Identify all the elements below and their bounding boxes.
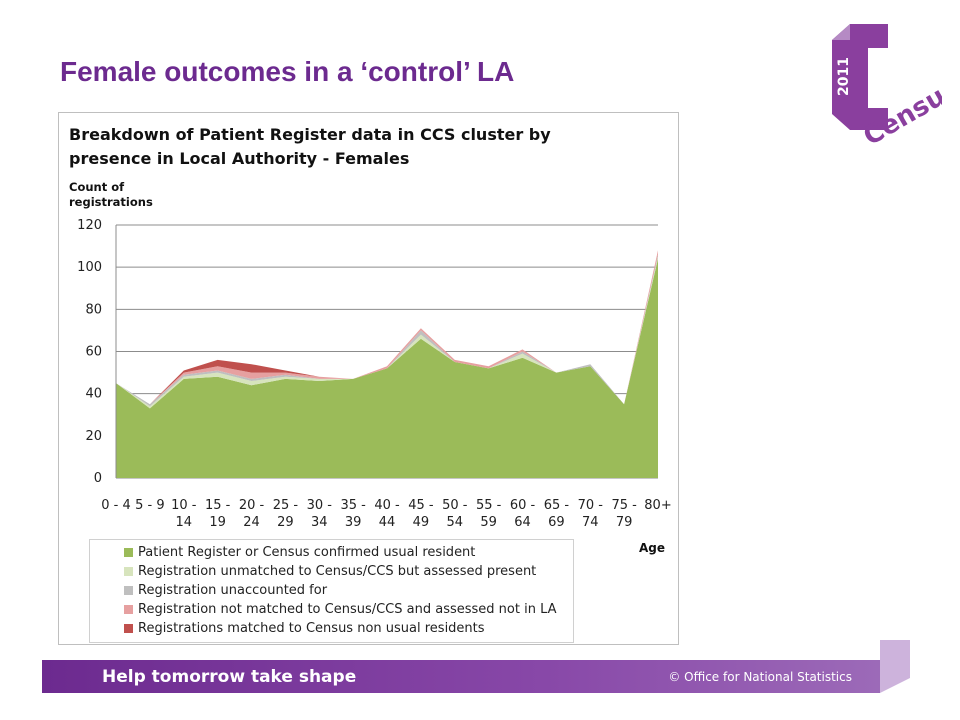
footer-slogan: Help tomorrow take shape: [102, 667, 357, 687]
legend-label: Registration unmatched to Census/CCS but…: [138, 564, 537, 579]
legend-label: Registrations matched to Census non usua…: [138, 621, 485, 636]
x-tick-label-8-line-2: 39: [345, 515, 362, 530]
legend-swatch-confirmed-resident: [124, 548, 133, 557]
legend-swatch-non-usual-residents: [124, 624, 133, 633]
legend-item-unaccounted: Registration unaccounted for: [124, 581, 573, 600]
x-tick-label-16-line-2: 79: [616, 515, 633, 530]
x-tick-label-16: 75 -: [611, 498, 637, 513]
x-tick-label-3: 10 -: [171, 498, 197, 513]
x-tick-label-15-line-2: 74: [582, 515, 599, 530]
x-tick-label-7: 30 -: [307, 498, 333, 513]
x-tick-label-14: 65 -: [544, 498, 570, 513]
y-tick-label-20: 20: [85, 429, 102, 444]
y-tick-label-100: 100: [77, 260, 102, 275]
x-tick-label-4: 15 -: [205, 498, 231, 513]
legend-swatch-unaccounted: [124, 586, 133, 595]
area-series-5: [116, 250, 658, 405]
footer-copyright: © Office for National Statistics: [668, 670, 852, 684]
x-axis-label: Age: [639, 541, 666, 555]
x-tick-label-13-line-2: 64: [514, 515, 531, 530]
y-tick-label-40: 40: [85, 387, 102, 402]
x-tick-label-3-line-2: 14: [175, 515, 192, 530]
x-tick-label-10: 45 -: [408, 498, 434, 513]
x-tick-label-13: 60 -: [510, 498, 536, 513]
y-axis-label: Count of registrations: [69, 180, 153, 210]
x-tick-label-17: 80+: [644, 498, 671, 513]
legend-item-not-in-la: Registration not matched to Census/CCS a…: [124, 600, 573, 619]
legend-item-non-usual-residents: Registrations matched to Census non usua…: [124, 619, 573, 638]
legend-label: Patient Register or Census confirmed usu…: [138, 545, 476, 560]
chart-title: Breakdown of Patient Register data in CC…: [69, 123, 551, 171]
x-tick-label-12-line-2: 59: [480, 515, 497, 530]
chart-container: 0 20 40 60 80 100 120 0 - 4 5 - 9 10 - 14 15 - 19 20 …: [58, 112, 679, 645]
chart-legend: Patient Register or Census confirmed usu…: [89, 539, 574, 643]
x-tick-label-9-line-2: 44: [379, 515, 396, 530]
page-title: Female outcomes in a ‘control’ LA: [60, 56, 515, 87]
x-tick-label-2: 5 - 9: [135, 498, 165, 513]
x-tick-label-14-line-2: 69: [548, 515, 565, 530]
census-c-shape: [832, 24, 888, 130]
x-tick-label-7-line-2: 34: [311, 515, 328, 530]
legend-item-confirmed-resident: Patient Register or Census confirmed usu…: [124, 543, 573, 562]
x-tick-label-8: 35 -: [340, 498, 366, 513]
chart-title-line-2: presence in Local Authority - Females: [69, 149, 410, 168]
y-tick-label-120: 120: [77, 218, 102, 233]
legend-label: Registration unaccounted for: [138, 583, 328, 598]
census-c-notch: [832, 24, 850, 40]
y-axis-label-line-1: Count of: [69, 180, 125, 194]
footer-bar: Help tomorrow take shape © Office for Na…: [42, 660, 880, 693]
y-axis-label-line-2: registrations: [69, 195, 153, 209]
x-tick-label-11-line-2: 54: [446, 515, 463, 530]
census-2011-logo: 2011 Census: [832, 24, 942, 148]
legend-label: Registration not matched to Census/CCS a…: [138, 602, 557, 617]
legend-swatch-assessed-present: [124, 567, 133, 576]
legend-item-assessed-present: Registration unmatched to Census/CCS but…: [124, 562, 573, 581]
y-tick-label-60: 60: [85, 345, 102, 360]
x-tick-label-10-line-2: 49: [413, 515, 430, 530]
x-tick-label-15: 70 -: [578, 498, 604, 513]
x-tick-label-5: 20 -: [239, 498, 265, 513]
chart-title-line-1: Breakdown of Patient Register data in CC…: [69, 125, 551, 144]
y-tick-label-80: 80: [85, 302, 102, 317]
x-tick-label-6-line-2: 29: [277, 515, 294, 530]
logo-year: 2011: [836, 57, 852, 96]
footer-fold-shape: [880, 640, 910, 693]
x-tick-label-5-line-2: 24: [243, 515, 260, 530]
y-tick-label-0: 0: [94, 471, 102, 486]
x-tick-label-12: 55 -: [476, 498, 502, 513]
x-tick-label-6: 25 -: [273, 498, 299, 513]
legend-swatch-not-in-la: [124, 605, 133, 614]
area-chart: 0 20 40 60 80 100 120 0 - 4 5 - 9 10 - 14 15 - 19 20 …: [77, 218, 672, 530]
x-tick-label-4-line-2: 19: [209, 515, 226, 530]
x-tick-label-11: 50 -: [442, 498, 468, 513]
area-series-1: [116, 258, 658, 478]
x-tick-label-9: 40 -: [374, 498, 400, 513]
footer-corner-fold: [880, 640, 910, 693]
x-tick-label-1: 0 - 4: [101, 498, 131, 513]
